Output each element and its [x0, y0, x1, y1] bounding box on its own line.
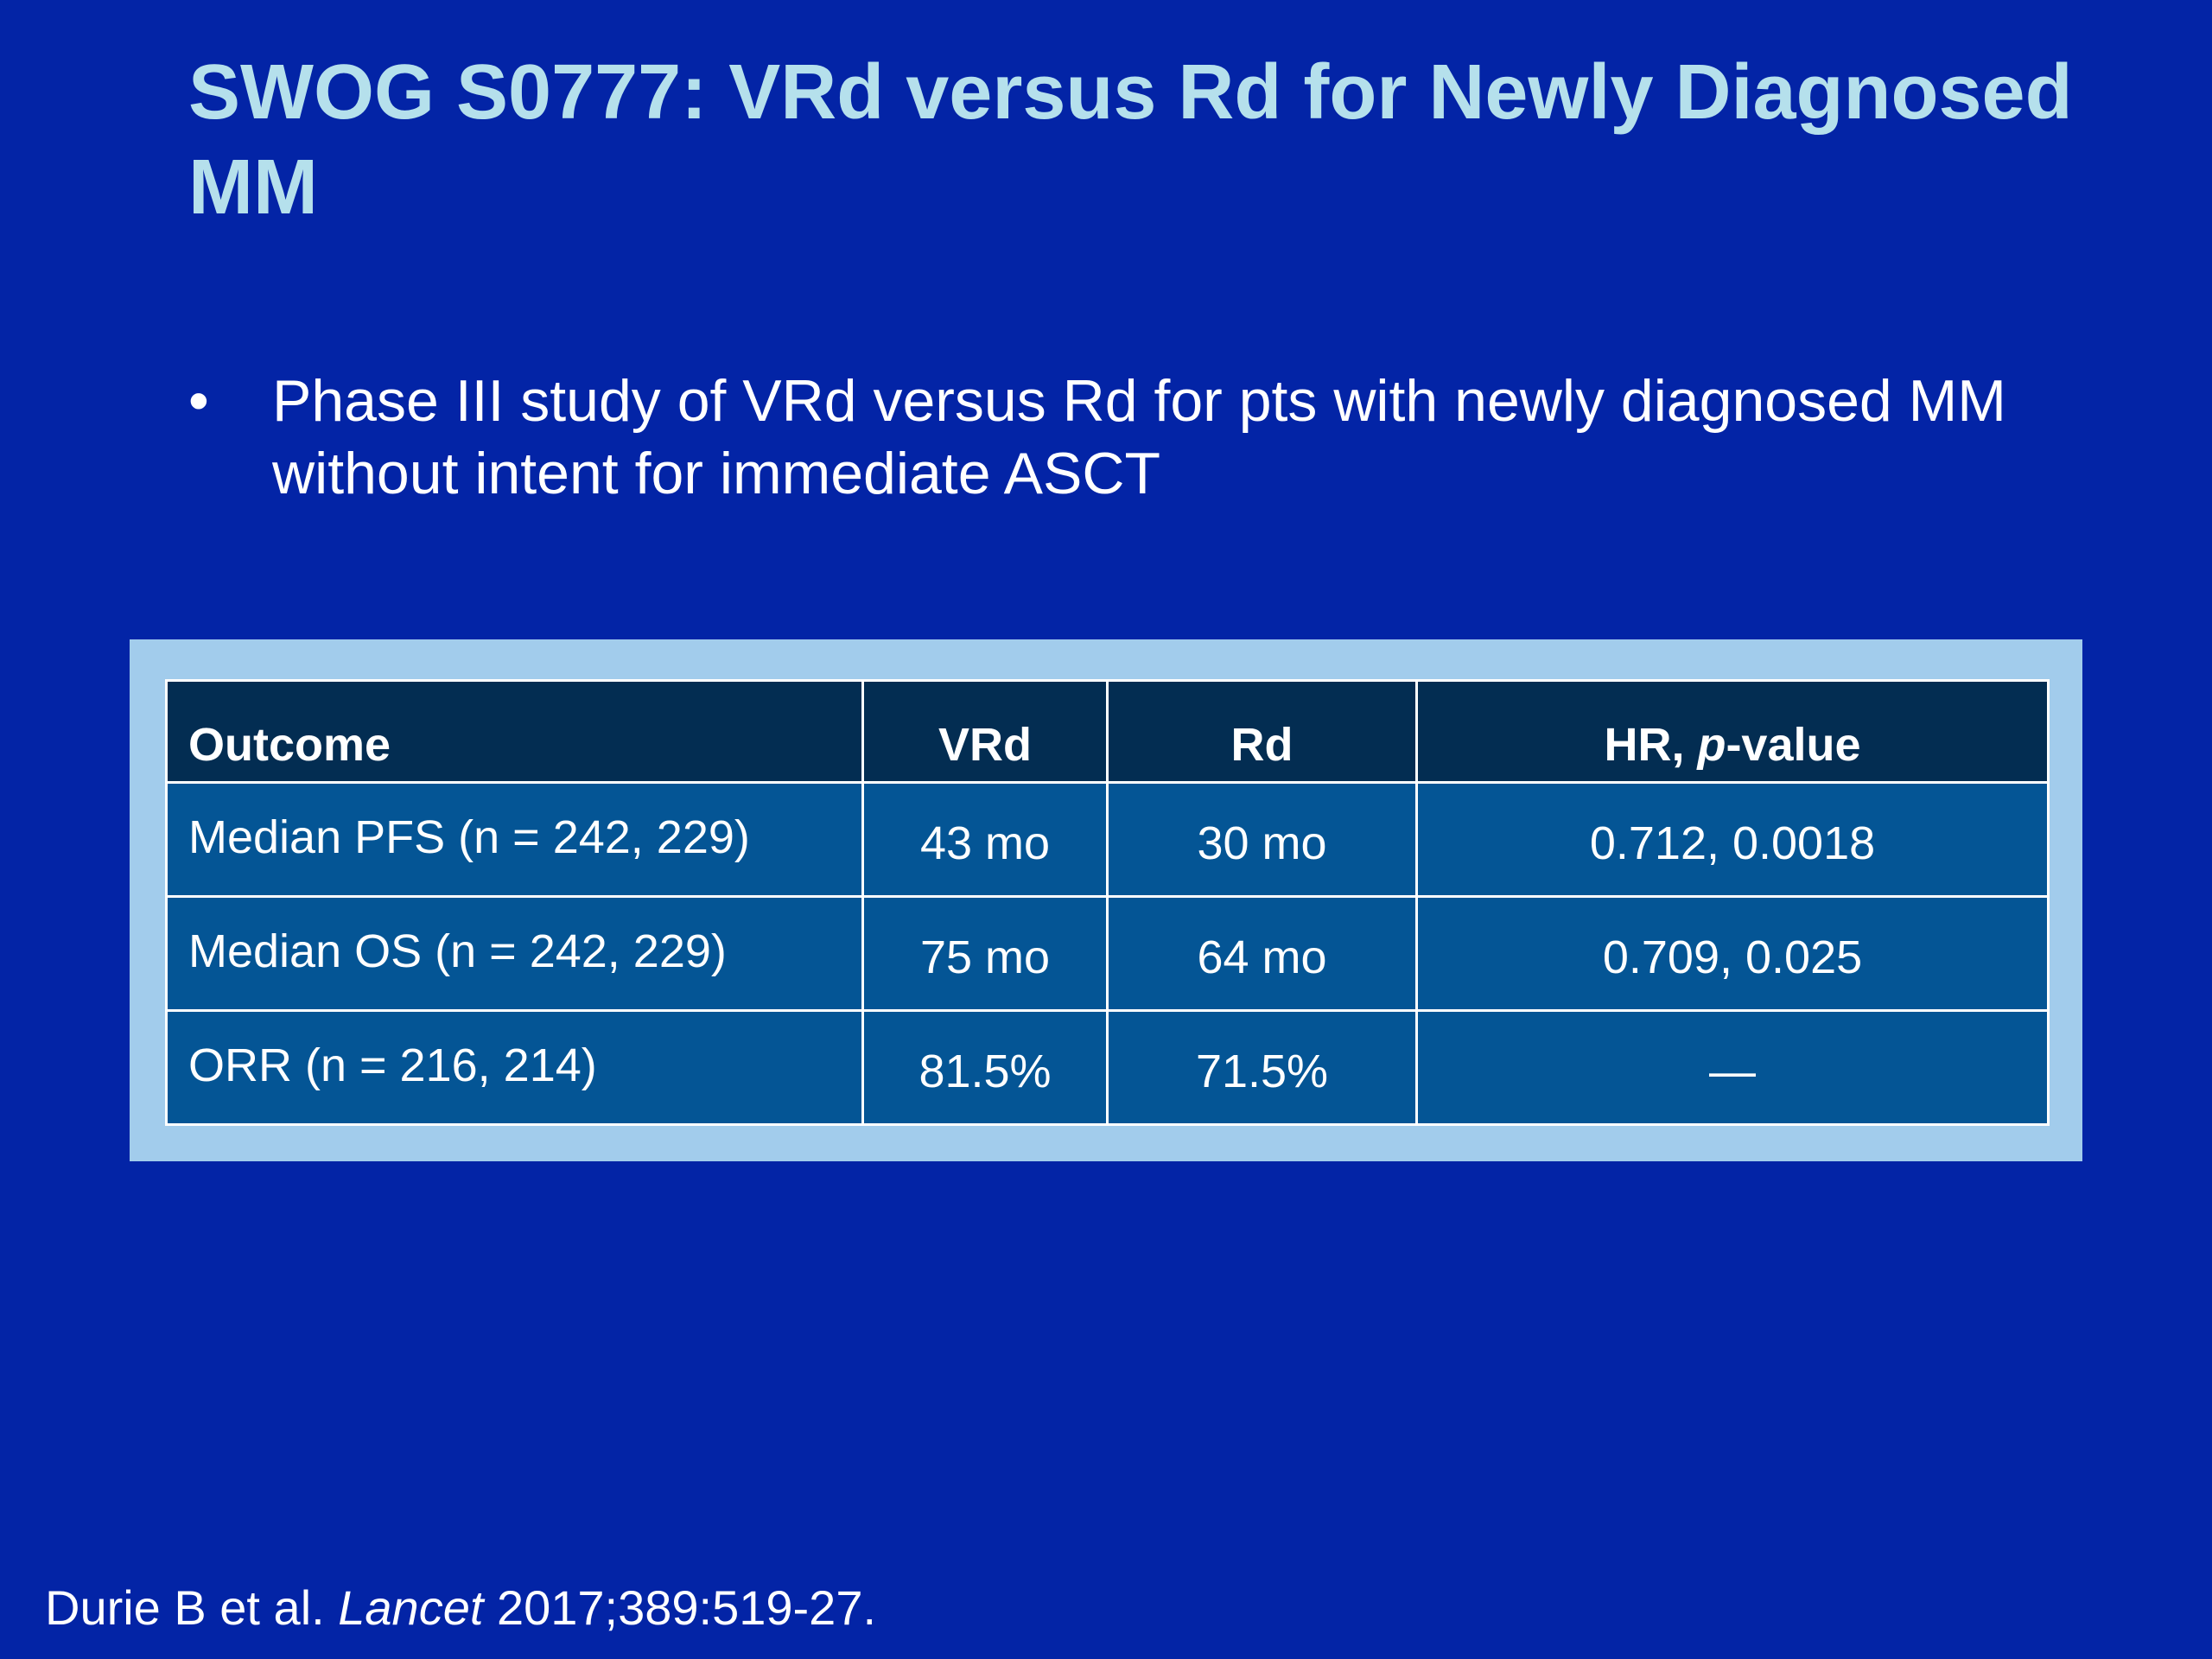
- cell-outcome: Median PFS (n = 242, 229): [165, 781, 864, 898]
- table-row: Median PFS (n = 242, 229) 43 mo 30 mo 0.…: [165, 781, 2050, 898]
- citation-authors: Durie B et al.: [45, 1580, 339, 1635]
- citation-journal: Lancet: [338, 1580, 484, 1635]
- slide-title: SWOG S0777: VRd versus Rd for Newly Diag…: [188, 49, 2073, 231]
- cell-hr: —: [1415, 1009, 2050, 1126]
- cell-hr: 0.712, 0.0018: [1415, 781, 2050, 898]
- header-outcome: Outcome: [165, 679, 864, 784]
- header-hr-prefix: HR,: [1604, 718, 1698, 771]
- cell-rd: 30 mo: [1106, 781, 1418, 898]
- bullet-list: • Phase III study of VRd versus Rd for p…: [188, 365, 2046, 510]
- bullet-item: • Phase III study of VRd versus Rd for p…: [188, 365, 2046, 510]
- cell-hr: 0.709, 0.025: [1415, 895, 2050, 1012]
- cell-outcome: Median OS (n = 242, 229): [165, 895, 864, 1012]
- table-header-row: Outcome VRd Rd HR, p-value: [165, 679, 2050, 784]
- cell-vrd: 81.5%: [861, 1009, 1109, 1126]
- bullet-icon: •: [188, 368, 209, 434]
- table-row: Median OS (n = 242, 229) 75 mo 64 mo 0.7…: [165, 895, 2050, 1012]
- table-row: ORR (n = 216, 214) 81.5% 71.5% —: [165, 1009, 2050, 1126]
- header-vrd: VRd: [861, 679, 1109, 784]
- cell-vrd: 75 mo: [861, 895, 1109, 1012]
- header-hr-pvalue: HR, p-value: [1415, 679, 2050, 784]
- cell-vrd: 43 mo: [861, 781, 1109, 898]
- cell-outcome: ORR (n = 216, 214): [165, 1009, 864, 1126]
- bullet-text: Phase III study of VRd versus Rd for pts…: [272, 368, 2006, 506]
- citation-details: 2017;389:519-27.: [483, 1580, 877, 1635]
- cell-rd: 71.5%: [1106, 1009, 1418, 1126]
- outcomes-table: Outcome VRd Rd HR, p-value Median PFS (n…: [165, 679, 2050, 1126]
- header-hr-suffix: -value: [1726, 718, 1861, 771]
- header-rd: Rd: [1106, 679, 1418, 784]
- outcomes-table-frame: Outcome VRd Rd HR, p-value Median PFS (n…: [130, 639, 2082, 1161]
- citation: Durie B et al. Lancet 2017;389:519-27.: [45, 1580, 876, 1637]
- cell-rd: 64 mo: [1106, 895, 1418, 1012]
- header-hr-italic: p: [1697, 718, 1726, 771]
